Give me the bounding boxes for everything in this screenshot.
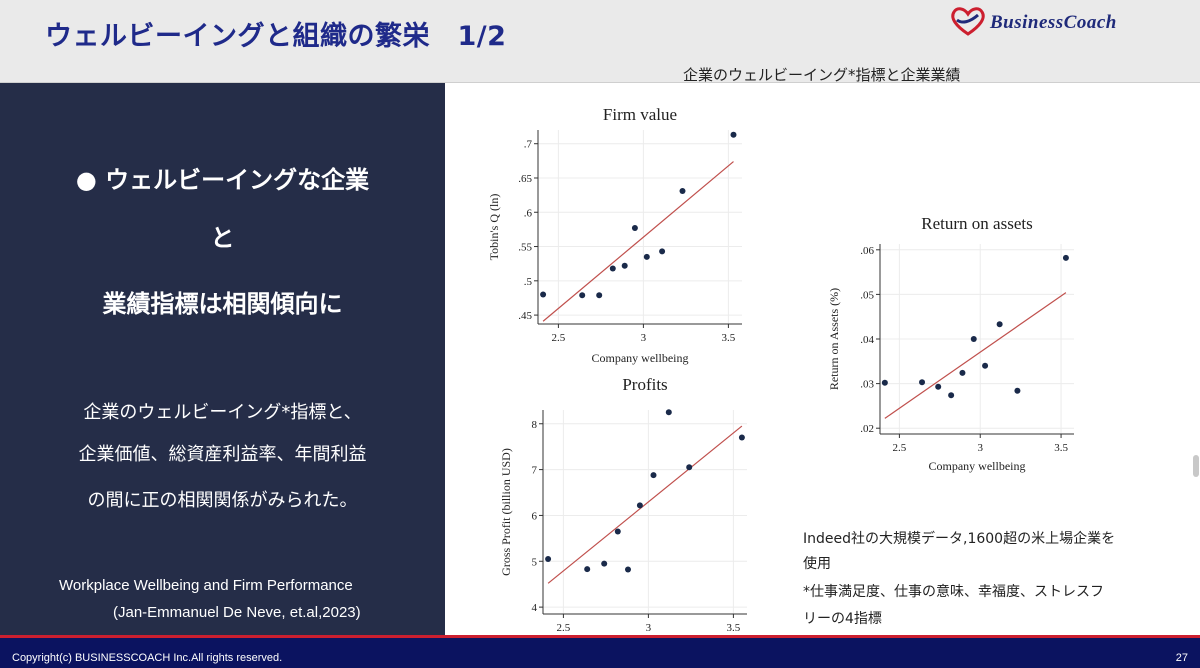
data-point — [881, 379, 888, 386]
data-point — [679, 188, 686, 195]
data-point — [665, 409, 672, 416]
y-tick-label: .45 — [518, 310, 532, 322]
data-point — [631, 225, 638, 232]
data-point — [601, 560, 608, 567]
data-point — [545, 555, 552, 562]
citation-authors: (Jan-Emmanuel De Neve, et.al,2023) — [113, 604, 361, 621]
x-tick-label: 3 — [646, 622, 652, 634]
y-axis-label: Return on Assets (%) — [827, 288, 841, 390]
data-point — [659, 248, 666, 255]
chart-title: Return on assets — [921, 214, 1032, 233]
data-point — [614, 528, 621, 535]
wellbeing-definition-note-cont: リーの4指標 — [803, 611, 882, 627]
x-tick-label: 2.5 — [552, 332, 566, 344]
data-point — [730, 131, 737, 138]
citation-title: Workplace Wellbeing and Firm Performance — [59, 577, 353, 594]
scrollbar-handle[interactable] — [1193, 455, 1199, 477]
y-tick-label: 5 — [532, 556, 538, 568]
data-point — [650, 472, 657, 479]
chart-title: Firm value — [603, 105, 677, 124]
charts-heading: 企業のウェルビーイング*指標と企業業績 — [683, 66, 961, 84]
fit-line — [547, 425, 743, 584]
y-tick-label: .03 — [860, 379, 874, 391]
y-axis-label: Tobin's Q (ln) — [487, 194, 501, 261]
key-point-line-1: ● ウェルビーイングな企業 — [75, 166, 370, 194]
data-point — [1062, 254, 1069, 261]
x-tick-label: 3.5 — [722, 332, 736, 344]
data-point — [935, 383, 942, 390]
wellbeing-definition-note: *仕事満足度、仕事の意味、幸福度、ストレスフ — [803, 584, 1104, 600]
data-point — [738, 434, 745, 441]
slide-title: ウェルビーイングと組織の繁栄 1/2 — [45, 21, 507, 52]
y-tick-label: 4 — [532, 602, 538, 614]
summary-line-3: の間に正の相関関係がみられた。 — [87, 490, 358, 511]
data-point — [686, 464, 693, 471]
y-tick-label: .02 — [860, 423, 874, 435]
x-axis-label: Company wellbeing — [592, 351, 689, 365]
logo-heart-icon — [951, 7, 985, 36]
data-point — [996, 321, 1003, 328]
data-point — [982, 362, 989, 369]
y-axis-label: Gross Profit (billion USD) — [499, 448, 513, 576]
y-tick-label: 8 — [532, 419, 538, 431]
page-number: 27 — [1175, 652, 1188, 664]
y-tick-label: .55 — [518, 242, 532, 254]
y-tick-label: .7 — [524, 139, 533, 151]
summary-line-2: 企業価値、総資産利益率、年間利益 — [78, 444, 367, 465]
data-point — [540, 291, 547, 298]
y-tick-label: .05 — [860, 289, 874, 301]
y-tick-label: .5 — [524, 276, 533, 288]
y-tick-label: 7 — [532, 465, 538, 477]
y-tick-label: .06 — [860, 245, 874, 257]
data-point — [584, 566, 591, 573]
data-point — [621, 262, 628, 269]
slide-header: ウェルビーイングと組織の繁栄 1/2 BusinessCoach — [0, 0, 1200, 83]
x-tick-label: 3.5 — [1054, 442, 1068, 454]
data-point — [643, 253, 650, 260]
key-point-line-3: 業績指標は相関傾向に — [102, 290, 343, 318]
y-tick-label: .65 — [518, 173, 532, 185]
firm-value-chart: .45 .5 .55 .6 .65 .7 2.5 3 3.5 Firm value Company … — [487, 105, 742, 365]
summary-line-1: 企業のウェルビーイング*指標と、 — [83, 402, 362, 423]
x-tick-label: 2.5 — [557, 622, 571, 634]
data-point — [579, 292, 586, 299]
logo-wordmark: BusinessCoach — [990, 12, 1117, 33]
x-tick-label: 3 — [641, 332, 647, 344]
x-tick-label: 3.5 — [727, 622, 741, 634]
chart-title: Profits — [622, 375, 667, 394]
data-point — [596, 292, 603, 299]
slide-footer: Copyright(c) BUSINESSCOACH Inc.All right… — [0, 635, 1200, 668]
data-point — [1014, 387, 1021, 394]
fit-line — [542, 161, 734, 322]
x-tick-label: 2.5 — [893, 442, 907, 454]
firm-value-chart-area — [480, 92, 770, 372]
data-point — [919, 379, 926, 386]
y-tick-label: 6 — [532, 510, 538, 522]
data-source-note: Indeed社の大規模データ,1600超の米上場企業を — [803, 531, 1116, 547]
y-tick-label: .6 — [524, 207, 533, 219]
copyright-text: Copyright(c) BUSINESSCOACH Inc.All right… — [12, 652, 283, 664]
x-tick-label: 3 — [977, 442, 983, 454]
data-point — [636, 502, 643, 509]
data-point — [625, 566, 631, 573]
data-point — [609, 265, 616, 272]
data-source-note-cont: 使用 — [803, 556, 831, 572]
data-point — [948, 392, 955, 399]
return-on-assets-chart: .02 .03 .04 .05 .06 2.5 3 3.5 Return on assets Co… — [827, 214, 1074, 473]
data-point — [959, 369, 966, 376]
company-logo: BusinessCoach — [948, 4, 1183, 38]
fit-line — [884, 292, 1067, 419]
summary-panel: ● ウェルビーイングな企業 と 業績指標は相関傾向に 企業のウェルビーイング*指… — [0, 83, 445, 635]
x-axis-label: Company wellbeing — [929, 459, 1026, 473]
key-point-line-2: と — [210, 224, 235, 252]
data-point — [970, 336, 977, 342]
y-tick-label: .04 — [860, 334, 874, 346]
